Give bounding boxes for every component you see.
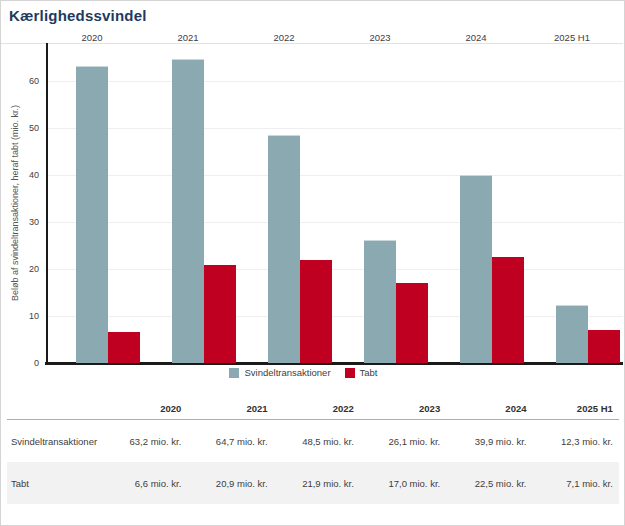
x-category-label: 2023	[348, 32, 412, 43]
bar-svindeltransaktioner-2022	[268, 135, 300, 363]
table-value-cell: 7,1 mio. kr.	[532, 478, 618, 489]
table-column-header: 2021	[187, 403, 273, 414]
gridline	[48, 316, 623, 317]
x-category-label: 2020	[60, 32, 124, 43]
y-tick-label: 10	[1, 311, 39, 321]
bar-svindeltransaktioner-2020	[76, 66, 108, 363]
table-column-header: 2022	[274, 403, 360, 414]
table-value-cell: 22,5 mio. kr.	[446, 478, 532, 489]
chart-legend: Svindeltransaktioner Tabt	[1, 367, 606, 378]
bar-svindeltransaktioner-2025-h1	[556, 305, 588, 363]
y-tick-label: 30	[1, 217, 39, 227]
chart-panel: Kærlighedssvindel 0102030405060202020212…	[0, 0, 625, 526]
bar-tabt-2020	[108, 332, 140, 363]
table-value-cell: 48,5 mio. kr.	[274, 436, 360, 447]
bar-tabt-2024	[492, 257, 524, 363]
table-column-header: 2023	[360, 403, 446, 414]
x-category-label: 2025 H1	[540, 32, 604, 43]
table-value-cell: 20,9 mio. kr.	[187, 478, 273, 489]
table-value-cell: 6,6 mio. kr.	[101, 478, 187, 489]
table-value-cell: 21,9 mio. kr.	[274, 478, 360, 489]
data-table: 202020212022202320242025 H1Svindeltransa…	[7, 397, 619, 504]
page-title: Kærlighedssvindel	[9, 7, 147, 24]
gridline	[48, 269, 623, 270]
table-value-cell: 63,2 mio. kr.	[101, 436, 187, 447]
bar-tabt-2023	[396, 283, 428, 363]
table-header-row: 202020212022202320242025 H1	[7, 397, 619, 420]
gridline	[48, 81, 623, 82]
legend-label: Svindeltransaktioner	[244, 367, 330, 378]
y-axis-title: Beløb af svindeltransaktioner, heraf tab…	[10, 105, 20, 301]
y-tick-label: 60	[1, 76, 39, 86]
gridline	[48, 222, 623, 223]
legend-item-svindeltransaktioner: Svindeltransaktioner	[229, 367, 330, 378]
x-category-label: 2021	[156, 32, 220, 43]
y-tick-label: 40	[1, 170, 39, 180]
table-row-label: Tabt	[7, 478, 101, 489]
table-value-cell: 26,1 mio. kr.	[360, 436, 446, 447]
table-value-cell: 12,3 mio. kr.	[532, 436, 618, 447]
x-category-label: 2024	[444, 32, 508, 43]
x-category-label: 2022	[252, 32, 316, 43]
table-value-cell: 17,0 mio. kr.	[360, 478, 446, 489]
bar-tabt-2022	[300, 260, 332, 363]
bar-svindeltransaktioner-2021	[172, 59, 204, 363]
gridline	[48, 128, 623, 129]
bar-tabt-2025-h1	[588, 330, 620, 363]
table-column-header: 2020	[101, 403, 187, 414]
legend-label: Tabt	[360, 367, 378, 378]
bar-svindeltransaktioner-2024	[460, 175, 492, 363]
gridline	[48, 175, 623, 176]
table-row-label: Svindeltransaktioner	[7, 436, 101, 447]
y-tick-label: 20	[1, 264, 39, 274]
table-row: Svindeltransaktioner63,2 mio. kr.64,7 mi…	[7, 420, 619, 462]
table-column-header: 2025 H1	[532, 403, 618, 414]
legend-item-tabt: Tabt	[345, 367, 378, 378]
legend-swatch-icon	[229, 368, 239, 378]
table-row: Tabt6,6 mio. kr.20,9 mio. kr.21,9 mio. k…	[7, 462, 619, 504]
table-value-cell: 64,7 mio. kr.	[187, 436, 273, 447]
plot-top-border	[1, 43, 623, 44]
bar-svindeltransaktioner-2023	[364, 240, 396, 363]
table-value-cell: 39,9 mio. kr.	[446, 436, 532, 447]
y-tick-label: 50	[1, 123, 39, 133]
legend-swatch-icon	[345, 368, 355, 378]
y-axis	[46, 43, 48, 364]
bar-tabt-2021	[204, 265, 236, 363]
table-column-header: 2024	[446, 403, 532, 414]
